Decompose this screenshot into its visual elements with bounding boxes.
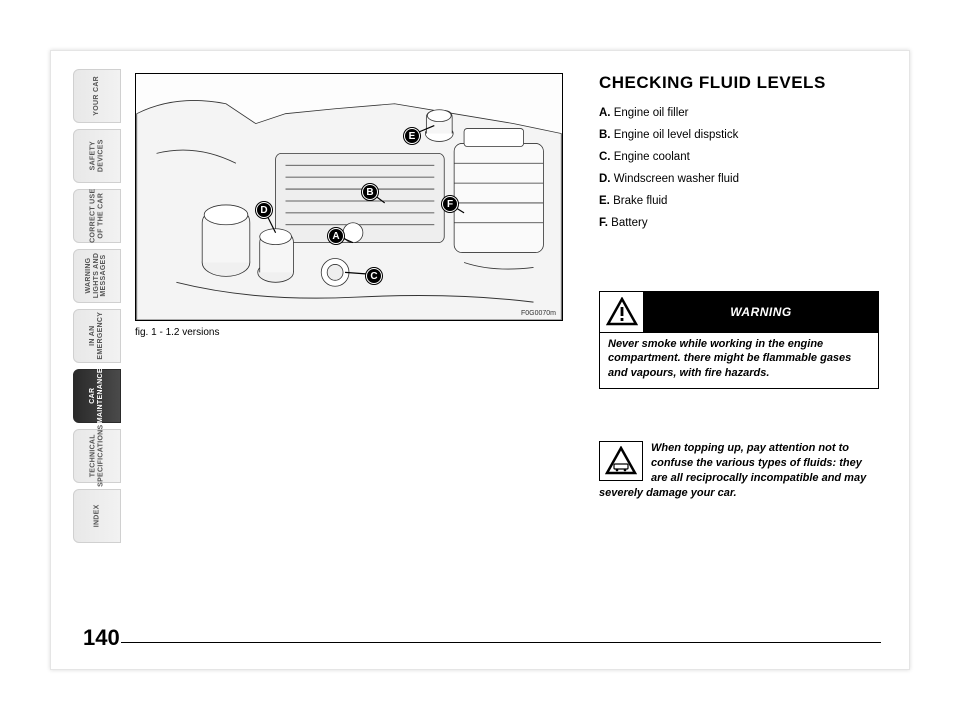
tab-label: IN AN EMERGENCY: [89, 312, 104, 360]
legend-key: C.: [599, 151, 611, 163]
legend-key: F.: [599, 217, 608, 229]
warning-header: WARNING: [600, 292, 878, 332]
legend-key: D.: [599, 173, 611, 185]
content-column: CHECKING FLUID LEVELS A. Engine oil fill…: [599, 73, 879, 239]
marker-c: C: [366, 268, 382, 284]
legend-value: Engine oil level dispstick: [614, 129, 739, 141]
legend-value: Engine coolant: [614, 151, 690, 163]
warning-text: Never smoke while working in the engine …: [600, 332, 878, 388]
page-number: 140: [83, 625, 120, 651]
tab-warning-lights[interactable]: WARNING LIGHTS AND MESSAGES: [73, 249, 121, 303]
legend-value: Brake fluid: [613, 195, 667, 207]
tab-label: CORRECT USE OF THE CAR: [89, 189, 104, 243]
engine-bay-diagram: A B C D E F: [135, 73, 563, 321]
footer-rule: [121, 642, 881, 643]
tab-label: YOUR CAR: [93, 76, 101, 116]
tab-label: INDEX: [93, 505, 101, 528]
tab-your-car[interactable]: YOUR CAR: [73, 69, 121, 123]
warning-title: WARNING: [644, 292, 878, 332]
caution-box: When topping up, pay attention not to co…: [599, 441, 879, 500]
legend-item: E. Brake fluid: [599, 195, 879, 207]
manual-page: YOUR CAR SAFETY DEVICES CORRECT USE OF T…: [50, 50, 910, 670]
tab-label: WARNING LIGHTS AND MESSAGES: [85, 253, 108, 299]
figure-caption: fig. 1 - 1.2 versions: [135, 327, 219, 338]
legend-value: Windscreen washer fluid: [614, 173, 739, 185]
warning-box: WARNING Never smoke while working in the…: [599, 291, 879, 389]
caution-triangle-icon: [599, 441, 643, 481]
legend-key: E.: [599, 195, 610, 207]
marker-e: E: [404, 128, 420, 144]
tab-index[interactable]: INDEX: [73, 489, 121, 543]
legend-value: Battery: [611, 217, 647, 229]
section-tabs: YOUR CAR SAFETY DEVICES CORRECT USE OF T…: [73, 69, 121, 549]
tab-tech-specs[interactable]: TECHNICAL SPECIFICATIONS: [73, 429, 121, 483]
tab-correct-use[interactable]: CORRECT USE OF THE CAR: [73, 189, 121, 243]
section-heading: CHECKING FLUID LEVELS: [599, 73, 879, 93]
tab-emergency[interactable]: IN AN EMERGENCY: [73, 309, 121, 363]
legend-item: C. Engine coolant: [599, 151, 879, 163]
legend-item: B. Engine oil level dispstick: [599, 129, 879, 141]
marker-b: B: [362, 184, 378, 200]
legend-key: B.: [599, 129, 611, 141]
engine-illustration: [136, 74, 562, 320]
legend-item: D. Windscreen washer fluid: [599, 173, 879, 185]
marker-f: F: [442, 196, 458, 212]
legend-value: Engine oil filler: [614, 107, 689, 119]
warning-triangle-icon: [600, 292, 644, 332]
legend-item: A. Engine oil filler: [599, 107, 879, 119]
tab-label: TECHNICAL SPECIFICATIONS: [89, 425, 104, 487]
tab-label: SAFETY DEVICES: [89, 140, 104, 173]
tab-safety-devices[interactable]: SAFETY DEVICES: [73, 129, 121, 183]
marker-a: A: [328, 228, 344, 244]
marker-d: D: [256, 202, 272, 218]
tab-label: CAR MAINTENANCE: [89, 368, 104, 423]
legend-key: A.: [599, 107, 611, 119]
legend-item: F. Battery: [599, 217, 879, 229]
tab-car-maintenance[interactable]: CAR MAINTENANCE: [73, 369, 121, 423]
figure-code: F0G0070m: [521, 310, 556, 317]
